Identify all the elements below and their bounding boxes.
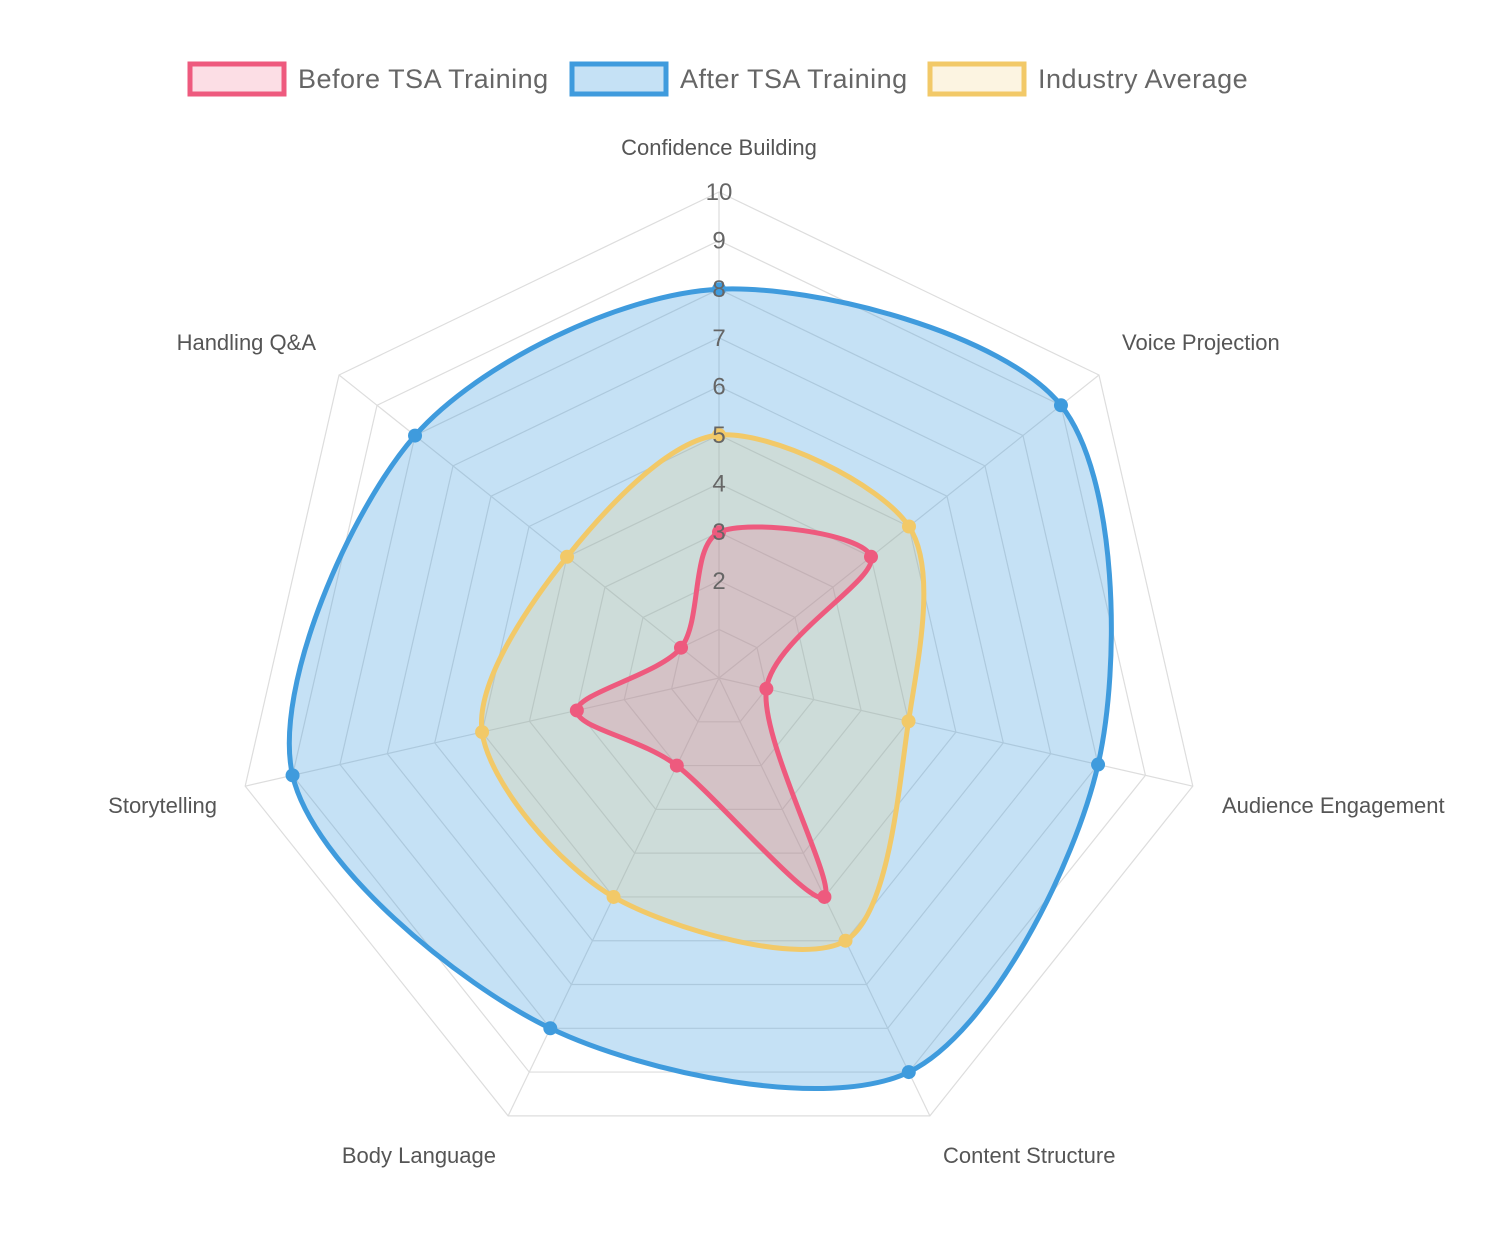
legend-label-after-tsa-training: After TSA Training [680,64,908,94]
point-after-tsa-training-content-structure[interactable] [901,1065,916,1080]
tick-label-3: 3 [712,519,725,546]
point-industry-average-storytelling[interactable] [475,725,490,740]
point-industry-average-content-structure[interactable] [838,933,853,948]
series-before-tsa-training [569,524,878,904]
legend-swatch-after-tsa-training [569,61,669,97]
grid-ring-6 [434,385,1004,942]
grid-ring-7 [386,337,1052,986]
point-after-tsa-training-storytelling[interactable] [285,768,300,783]
point-before-tsa-training-content-structure[interactable] [817,889,832,904]
legend-item-after-tsa-training[interactable]: After TSA Training [569,61,908,97]
grid-ring-3 [576,531,862,810]
axis-label-confidence-building: Confidence Building [621,135,817,160]
series-layer [285,282,1114,1091]
tick-label-8: 8 [712,276,725,303]
spoke-handling-qanda [338,374,720,679]
tick-label-6: 6 [712,373,725,400]
grid-ring-10 [244,191,1194,1117]
grid-ring-8 [339,288,1099,1029]
series-after-tsa-training [285,282,1114,1091]
point-before-tsa-training-voice-projection[interactable] [863,549,878,564]
axis-labels: Confidence Building Voice Projection Audie… [108,135,1444,1168]
legend-label-industry-average: Industry Average [1038,64,1248,94]
legend-swatch-before-tsa-training [187,61,287,97]
grid-ring-2 [623,580,815,767]
point-industry-average-handling-qanda[interactable] [560,549,575,564]
tick-label-5: 5 [712,422,725,449]
point-before-tsa-training-storytelling[interactable] [569,703,584,718]
tick-label-2: 2 [712,568,725,595]
grid-ring-9 [291,239,1147,1073]
legend-item-industry-average[interactable]: Industry Average [927,61,1248,97]
point-industry-average-confidence-building[interactable] [712,428,726,442]
tick-label-4: 4 [712,471,725,498]
axis-label-storytelling: Storytelling [108,793,217,818]
point-after-tsa-training-voice-projection[interactable] [1053,398,1068,413]
point-before-tsa-training-handling-qanda[interactable] [674,640,688,655]
point-industry-average-body-language[interactable] [606,889,621,904]
grid-ring-4 [528,482,910,854]
tick-label-7: 7 [712,325,725,352]
point-industry-average-voice-projection[interactable] [901,519,916,534]
series-area-after-tsa-training [286,286,1114,1091]
axis-label-content-structure: Content Structure [943,1143,1115,1168]
grid-ring-5 [481,434,957,898]
legend-item-before-tsa-training[interactable]: Before TSA Training [187,61,549,97]
point-industry-average-audience-engagement[interactable] [901,714,916,729]
point-before-tsa-training-body-language[interactable] [669,758,684,773]
legend: Before TSA Training After TSA Training Ind… [187,61,1248,97]
point-after-tsa-training-body-language[interactable] [543,1021,558,1036]
radial-ticks: 2 3 4 5 6 7 8 9 10 [706,179,733,595]
legend-swatch-industry-average [927,61,1027,97]
axis-label-voice-projection: Voice Projection [1122,330,1280,355]
legend-label-before-tsa-training: Before TSA Training [298,64,549,94]
axis-label-handling-qanda: Handling Q&A [177,330,317,355]
spoke-audience-engagement [718,677,1193,787]
tick-label-10: 10 [706,179,733,206]
point-before-tsa-training-confidence-building[interactable] [712,525,726,540]
point-after-tsa-training-confidence-building[interactable] [712,282,726,297]
tick-label-9: 9 [712,228,725,255]
axis-label-body-language: Body Language [342,1143,496,1168]
series-industry-average [475,428,927,952]
point-after-tsa-training-audience-engagement[interactable] [1091,757,1106,772]
point-before-tsa-training-audience-engagement[interactable] [759,681,774,696]
series-area-industry-average [479,432,927,952]
axis-label-audience-engagement: Audience Engagement [1222,793,1445,818]
point-after-tsa-training-handling-qanda[interactable] [408,428,423,443]
grid-ring-1 [670,628,768,723]
